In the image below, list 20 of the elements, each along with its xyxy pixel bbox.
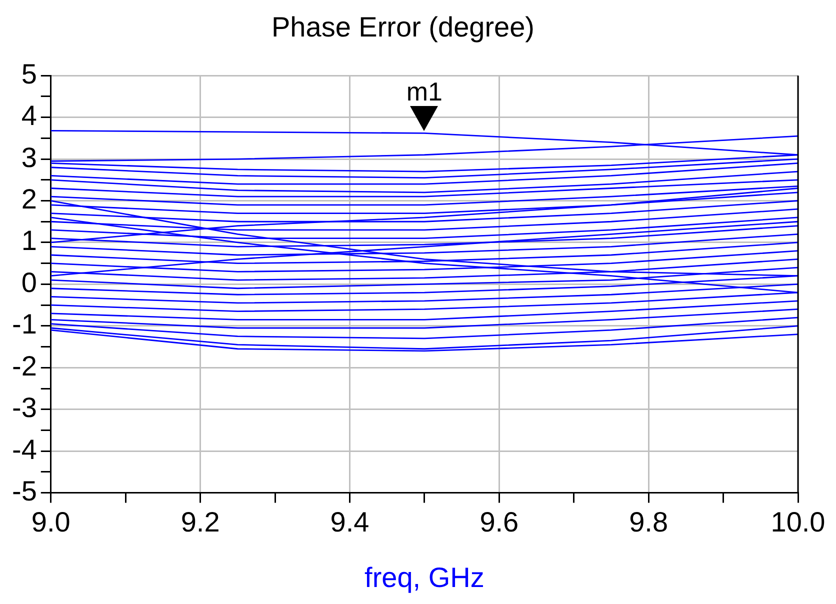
y-tick-label: 4 [21, 100, 37, 132]
x-tick-label: 9.6 [480, 506, 519, 538]
x-tick-label: 9.0 [31, 506, 70, 538]
x-tick-label: 10.0 [770, 506, 826, 538]
y-tick-label: -5 [12, 476, 37, 507]
y-tick-label: 1 [21, 225, 37, 256]
annotation: m1 [406, 76, 443, 106]
x-axis-title: freq, GHz [364, 562, 484, 593]
y-tick-label: -1 [12, 308, 37, 340]
y-tick-label: -4 [12, 434, 37, 465]
x-tick-label: 9.4 [330, 506, 370, 538]
y-tick-label: 2 [21, 183, 37, 214]
y-tick-label: 3 [21, 142, 37, 173]
x-tick-label: 9.2 [180, 506, 220, 538]
chart-title: Phase Error (degree) [271, 12, 535, 43]
y-tick-label: -3 [12, 392, 37, 424]
y-tick-label: 5 [21, 58, 37, 90]
y-tick-label: -2 [12, 350, 37, 382]
x-tick-label: 9.8 [629, 506, 668, 538]
y-tick-label: 0 [21, 266, 37, 298]
